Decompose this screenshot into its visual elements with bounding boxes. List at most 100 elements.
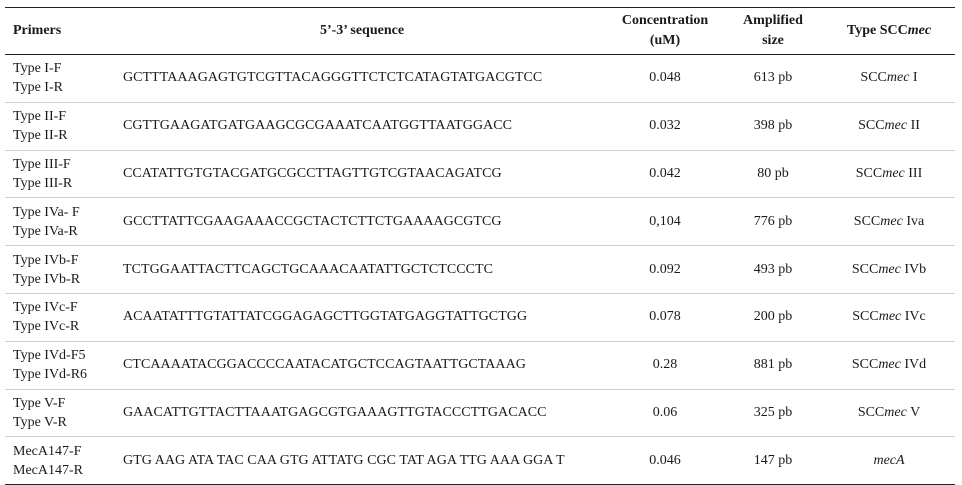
primer-names-cell: Type III-F Type III-R	[5, 150, 117, 198]
table-row: Type IVc-F Type IVc-R ACAATATTTGTATTATCGGA…	[5, 293, 955, 342]
type-cell: SCCmec Iva	[823, 198, 955, 246]
type-italic: mec	[886, 70, 910, 86]
type-cell: mecA	[823, 437, 955, 485]
primer-reverse: Type IVd-R6	[13, 367, 88, 383]
table-row: Type I-F Type I-R GCTTTAAAGAGTGTCGTTACAGGG…	[5, 55, 955, 103]
header-size-line1: Amplified	[743, 13, 803, 28]
concentration-cell: 0.048	[649, 70, 681, 86]
primer-reverse: Type IVb-R	[13, 271, 81, 287]
sequence-cell: GAACATTGTTACTTAAATGAGCGTGAAAGTTGTACCCTTG…	[123, 404, 547, 420]
concentration-cell: 0.078	[649, 309, 681, 325]
concentration-cell: 0.046	[649, 452, 681, 468]
concentration-cell: 0.06	[652, 404, 678, 420]
table-body: Type I-F Type I-R GCTTTAAAGAGTGTCGTTACAGGG…	[5, 55, 955, 485]
table-row: Type II-F Type II-R CGTTGAAGATGATGAAGCGCGA…	[5, 102, 955, 151]
sequence-cell: CGTTGAAGATGATGAAGCGCGAAATCAATGGTTAATGGAC…	[123, 118, 513, 134]
table-row: MecA147-F MecA147-R GTG AAG ATA TAC CAA GT…	[5, 437, 955, 485]
primer-names-cell: Type IVd-F5 Type IVd-R6	[5, 341, 117, 389]
type-prefix: SCC	[858, 118, 885, 134]
primer-reverse: MecA147-R	[13, 462, 83, 478]
type-prefix: SCC	[857, 404, 885, 420]
table-header: Primers 5’-3’ sequence Concentration (uM…	[5, 7, 955, 55]
primer-reverse: Type IVc-R	[13, 319, 80, 335]
amplified-size-cell: 881 pb	[753, 357, 793, 373]
type-cell: SCCmec I	[823, 55, 955, 103]
header-type-italic: mec	[907, 23, 932, 38]
primer-forward: Type IVc-F	[13, 300, 78, 316]
primer-forward: MecA147-F	[13, 443, 82, 459]
primer-forward: Type IVa- F	[13, 204, 80, 220]
primer-names-cell: Type V-F Type V-R	[5, 389, 117, 437]
type-italic: mec	[884, 404, 907, 420]
primer-forward: Type III-F	[13, 156, 71, 172]
header-primers: Primers	[13, 23, 62, 38]
sequence-cell: GCTTTAAAGAGTGTCGTTACAGGGTTCTCTCATAGTATGA…	[123, 70, 543, 86]
type-prefix: SCC	[852, 309, 879, 325]
type-cell: SCCmec III	[823, 150, 955, 198]
table-row: Type IVd-F5 Type IVd-R6 CTCAAAATACGGACCCCA…	[5, 341, 955, 390]
table-row: Type V-F Type V-R GAACATTGTTACTTAAATGAGCGT…	[5, 389, 955, 437]
primer-reverse: Type IVa-R	[13, 223, 78, 239]
type-suffix: I	[909, 70, 918, 86]
amplified-size-cell: 147 pb	[753, 452, 793, 468]
type-italic: mec	[882, 165, 905, 181]
type-cell: SCCmec IVd	[823, 341, 955, 389]
header-type: Type SCCmec	[823, 8, 955, 55]
primer-names-cell: Type IVb-F Type IVb-R	[5, 246, 117, 294]
primer-reverse: Type V-R	[13, 414, 67, 430]
type-cell: SCCmec IVc	[823, 293, 955, 341]
primer-forward: Type V-F	[13, 395, 66, 411]
type-prefix: SCC	[860, 70, 887, 86]
amplified-size-cell: 776 pb	[753, 213, 793, 229]
primer-names-cell: Type II-F Type II-R	[5, 102, 117, 150]
primer-names-cell: Type I-F Type I-R	[5, 55, 117, 103]
type-italic: mec	[878, 357, 901, 373]
header-concentration: Concentration (uM)	[607, 8, 723, 55]
concentration-cell: 0.032	[649, 118, 681, 134]
table-row: Type III-F Type III-R CCATATTGTGTACGATGCGC…	[5, 150, 955, 198]
primer-names-cell: Type IVc-F Type IVc-R	[5, 293, 117, 341]
table-row: Type IVb-F Type IVb-R TCTGGAATTACTTCAGCTGC…	[5, 246, 955, 294]
amplified-size-cell: 398 pb	[753, 118, 793, 134]
concentration-cell: 0.042	[649, 165, 681, 181]
type-prefix: SCC	[853, 213, 881, 229]
header-amplified-size: Amplified size	[723, 8, 823, 55]
type-suffix: II	[907, 118, 920, 134]
type-cell: SCCmec II	[823, 102, 955, 150]
header-type-prefix: Type SCC	[846, 23, 908, 38]
sequence-cell: CTCAAAATACGGACCCCAATACATGCTCCAGTAATTGCTA…	[123, 357, 526, 373]
type-suffix: III	[904, 165, 923, 181]
primer-reverse: Type I-R	[13, 80, 63, 96]
amplified-size-cell: 200 pb	[753, 309, 793, 325]
concentration-cell: 0.092	[649, 261, 681, 277]
type-suffix: IVc	[901, 309, 926, 325]
header-row: Primers 5’-3’ sequence Concentration (uM…	[5, 7, 955, 55]
amplified-size-cell: 613 pb	[753, 70, 793, 86]
sequence-cell: GCCTTATTCGAAGAAACCGCTACTCTTCTGAAAAGCGTCG	[123, 213, 502, 229]
table-row: Type IVa- F Type IVa-R GCCTTATTCGAAGAAACCG…	[5, 198, 955, 246]
type-prefix: SCC	[851, 357, 879, 373]
type-cell: SCCmec IVb	[823, 246, 955, 294]
type-suffix: V	[906, 404, 921, 420]
type-italic: mec	[884, 118, 908, 134]
amplified-size-cell: 325 pb	[753, 404, 793, 420]
type-italic: mec	[880, 213, 903, 229]
amplified-size-cell: 80 pb	[757, 165, 789, 181]
type-suffix: IVb	[900, 261, 927, 277]
primer-names-cell: MecA147-F MecA147-R	[5, 437, 117, 485]
concentration-cell: 0.28	[652, 357, 678, 373]
primer-forward: Type I-F	[13, 61, 62, 77]
header-concentration-line1: Concentration	[621, 13, 709, 28]
concentration-cell: 0,104	[649, 213, 681, 229]
type-italic: mec	[878, 309, 902, 325]
type-prefix: SCC	[855, 165, 883, 181]
sequence-cell: CCATATTGTGTACGATGCGCCTTAGTTGTCGTAACAGATC…	[123, 165, 502, 181]
type-suffix: Iva	[902, 213, 925, 229]
primer-forward: Type IVb-F	[13, 252, 79, 268]
sequence-cell: GTG AAG ATA TAC CAA GTG ATTATG CGC TAT A…	[123, 452, 565, 468]
primer-forward: Type IVd-F5	[13, 348, 86, 364]
sequence-cell: ACAATATTTGTATTATCGGAGAGCTTGGTATGAGGTATTG…	[123, 309, 528, 325]
header-concentration-line2: (uM)	[649, 33, 681, 48]
header-size-line2: size	[762, 33, 784, 48]
